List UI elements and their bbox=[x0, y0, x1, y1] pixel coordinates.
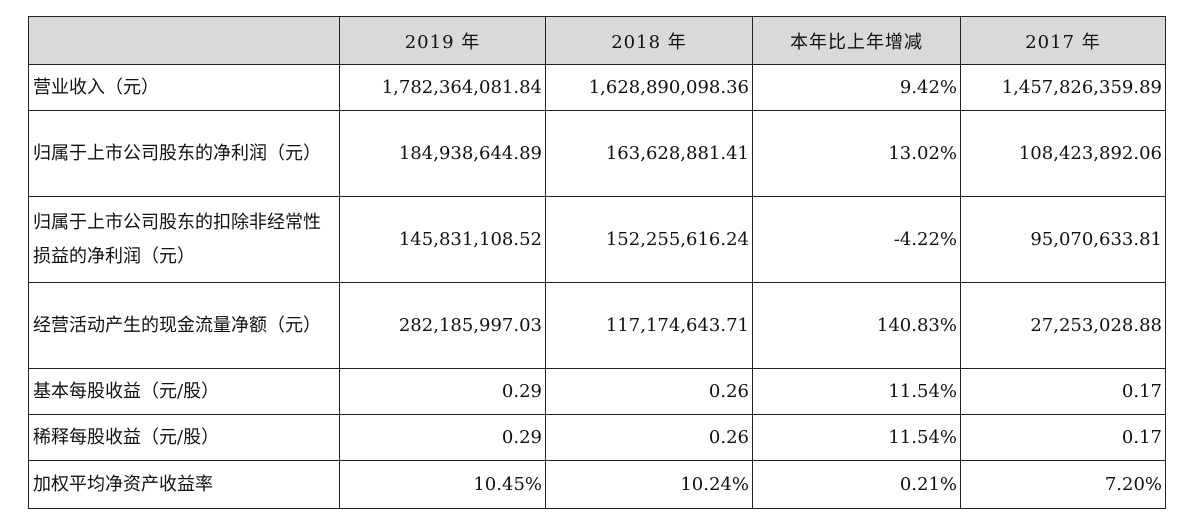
financial-summary-table: 2019 年 2018 年 本年比上年增减 2017 年 营业收入（元） 1,7… bbox=[28, 16, 1166, 509]
row-label: 稀释每股收益（元/股） bbox=[28, 414, 340, 461]
header-label-cell bbox=[28, 16, 340, 65]
cell-2019: 0.29 bbox=[339, 414, 546, 461]
cell-2019: 10.45% bbox=[339, 460, 546, 509]
table-row: 稀释每股收益（元/股） 0.29 0.26 11.54% 0.17 bbox=[28, 414, 1166, 461]
cell-2017: 95,070,633.81 bbox=[960, 196, 1166, 283]
row-label: 营业收入（元） bbox=[28, 64, 340, 111]
cell-change: 9.42% bbox=[752, 64, 961, 111]
header-change: 本年比上年增减 bbox=[752, 16, 961, 65]
cell-2018: 117,174,643.71 bbox=[545, 282, 753, 369]
row-label: 归属于上市公司股东的扣除非经常性损益的净利润（元） bbox=[28, 196, 340, 283]
cell-2018: 10.24% bbox=[545, 460, 753, 509]
row-label: 基本每股收益（元/股） bbox=[28, 368, 340, 415]
table-row: 加权平均净资产收益率 10.45% 10.24% 0.21% 7.20% bbox=[28, 460, 1166, 509]
cell-change: 11.54% bbox=[752, 368, 961, 415]
cell-2019: 0.29 bbox=[339, 368, 546, 415]
cell-2018: 0.26 bbox=[545, 368, 753, 415]
table-row: 基本每股收益（元/股） 0.29 0.26 11.54% 0.17 bbox=[28, 368, 1166, 415]
cell-2018: 1,628,890,098.36 bbox=[545, 64, 753, 111]
header-2017: 2017 年 bbox=[960, 16, 1166, 65]
cell-2017: 7.20% bbox=[960, 460, 1166, 509]
cell-2018: 152,255,616.24 bbox=[545, 196, 753, 283]
cell-change: 140.83% bbox=[752, 282, 961, 369]
table-row: 营业收入（元） 1,782,364,081.84 1,628,890,098.3… bbox=[28, 64, 1166, 111]
cell-2019: 1,782,364,081.84 bbox=[339, 64, 546, 111]
cell-2017: 27,253,028.88 bbox=[960, 282, 1166, 369]
cell-2017: 108,423,892.06 bbox=[960, 110, 1166, 197]
cell-2017: 0.17 bbox=[960, 368, 1166, 415]
cell-2018: 0.26 bbox=[545, 414, 753, 461]
cell-2019: 282,185,997.03 bbox=[339, 282, 546, 369]
row-label: 加权平均净资产收益率 bbox=[28, 460, 340, 509]
table-row: 归属于上市公司股东的扣除非经常性损益的净利润（元） 145,831,108.52… bbox=[28, 196, 1166, 283]
cell-2017: 1,457,826,359.89 bbox=[960, 64, 1166, 111]
header-2019: 2019 年 bbox=[339, 16, 546, 65]
cell-2019: 184,938,644.89 bbox=[339, 110, 546, 197]
cell-2019: 145,831,108.52 bbox=[339, 196, 546, 283]
cell-2017: 0.17 bbox=[960, 414, 1166, 461]
row-label: 经营活动产生的现金流量净额（元） bbox=[28, 282, 340, 369]
cell-2018: 163,628,881.41 bbox=[545, 110, 753, 197]
table-row: 经营活动产生的现金流量净额（元） 282,185,997.03 117,174,… bbox=[28, 282, 1166, 369]
cell-change: 11.54% bbox=[752, 414, 961, 461]
row-label: 归属于上市公司股东的净利润（元） bbox=[28, 110, 340, 197]
cell-change: 13.02% bbox=[752, 110, 961, 197]
header-2018: 2018 年 bbox=[545, 16, 753, 65]
table-row: 归属于上市公司股东的净利润（元） 184,938,644.89 163,628,… bbox=[28, 110, 1166, 197]
cell-change: -4.22% bbox=[752, 196, 961, 283]
table-header-row: 2019 年 2018 年 本年比上年增减 2017 年 bbox=[28, 16, 1166, 65]
cell-change: 0.21% bbox=[752, 460, 961, 509]
